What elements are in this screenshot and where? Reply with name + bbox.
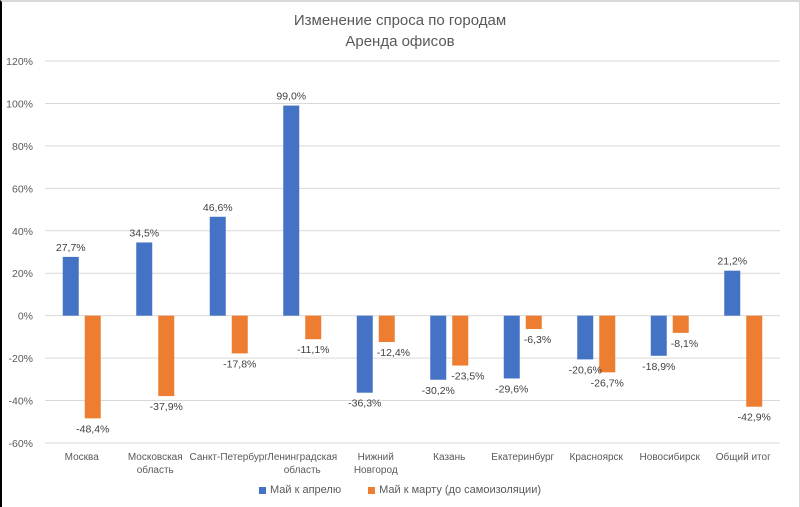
bar-may-vs-march xyxy=(158,315,175,397)
bar-may-vs-april xyxy=(356,315,373,393)
x-category-label: Московская xyxy=(128,452,183,463)
data-label-may-vs-march: -12,4% xyxy=(377,347,410,359)
y-tick-label: 120% xyxy=(6,56,33,68)
data-label-may-vs-march: -37,9% xyxy=(150,401,183,413)
data-label-may-vs-march: -42,9% xyxy=(738,412,771,424)
y-tick-label: 40% xyxy=(12,226,33,238)
legend-swatch-orange xyxy=(368,486,376,494)
x-category-label: Москва xyxy=(65,452,100,463)
x-category-label: Общий итог xyxy=(716,451,771,463)
data-label-may-vs-april: -36,3% xyxy=(348,398,381,410)
data-label-may-vs-march: -6,3% xyxy=(524,334,551,346)
y-tick-label: 20% xyxy=(12,268,33,280)
x-category-label: Красноярск xyxy=(570,452,624,463)
bar-may-vs-march xyxy=(378,315,395,342)
bar-may-vs-april xyxy=(577,315,594,360)
x-category-label: Санкт-Петербург xyxy=(190,451,269,463)
x-category-label: Новосибирск xyxy=(640,451,701,463)
data-label-may-vs-april: -30,2% xyxy=(422,385,455,397)
x-category-label: Ленинградская xyxy=(267,452,337,463)
y-tick-label: -60% xyxy=(8,438,33,450)
data-label-may-vs-march: -8,1% xyxy=(671,338,698,350)
data-labels: 27,7% 34,5% 46,6% 99,0% -36,3% -30,2% -29,6% -2… xyxy=(56,91,771,436)
x-category-label: Нижний xyxy=(358,452,394,463)
data-label-may-vs-april: 21,2% xyxy=(717,256,747,268)
data-label-may-vs-april: -20,6% xyxy=(569,364,602,376)
data-label-may-vs-march: -23,5% xyxy=(451,371,484,383)
bar-may-vs-march xyxy=(672,315,689,333)
data-label-may-vs-march: -11,1% xyxy=(297,344,330,356)
chart-subtitle: Аренда офисов xyxy=(345,33,455,50)
data-label-may-vs-march: -26,7% xyxy=(591,377,624,389)
y-tick-label: -20% xyxy=(8,353,33,365)
data-label-may-vs-april: -18,9% xyxy=(642,361,675,373)
bar-may-vs-march xyxy=(305,315,322,340)
bars xyxy=(62,105,763,419)
legend-item-may-vs-april[interactable]: Май к апрелю xyxy=(258,484,342,496)
x-category-label: область xyxy=(284,464,321,476)
data-label-may-vs-march: -17,8% xyxy=(223,358,256,370)
legend-label: Май к апрелю xyxy=(269,484,342,496)
bar-may-vs-march xyxy=(84,315,101,419)
data-label-may-vs-april: 34,5% xyxy=(129,227,159,239)
bar-may-vs-march xyxy=(746,315,763,407)
legend-swatch-blue xyxy=(258,486,266,494)
bar-may-vs-april xyxy=(650,315,667,356)
bar-may-vs-march xyxy=(525,315,542,330)
y-tick-label: 80% xyxy=(12,141,33,153)
y-tick-label: 100% xyxy=(6,98,33,110)
bar-may-vs-march xyxy=(452,315,469,366)
bar-may-vs-march xyxy=(599,315,616,373)
bar-may-vs-march xyxy=(231,315,248,354)
bar-may-vs-april xyxy=(724,270,741,316)
bar-may-vs-april xyxy=(136,242,153,316)
data-label-may-vs-april: 99,0% xyxy=(276,91,306,103)
data-label-may-vs-april: 46,6% xyxy=(203,202,233,214)
bar-may-vs-april xyxy=(62,256,79,316)
y-axis: 120% 100% 80% 60% 40% 20% 0% -20% -40% -60% xyxy=(6,56,33,450)
x-category-label: Екатеринбург xyxy=(491,451,554,463)
data-label-may-vs-april: -29,6% xyxy=(495,383,528,395)
y-tick-label: -40% xyxy=(8,396,33,408)
bar-may-vs-april xyxy=(430,315,447,380)
data-label-may-vs-april: 27,7% xyxy=(56,242,86,254)
chart-title: Изменение спроса по городам xyxy=(293,12,507,29)
bar-may-vs-april xyxy=(209,216,226,316)
gridlines xyxy=(45,60,780,444)
legend-item-may-vs-march[interactable]: Май к марту (до самоизоляции) xyxy=(368,484,541,496)
bar-may-vs-april xyxy=(503,315,520,379)
chart-title-block: Изменение спроса по городам Аренда офисо… xyxy=(0,10,800,52)
y-tick-label: 0% xyxy=(18,311,33,323)
legend-label: Май к марту (до самоизоляции) xyxy=(379,484,542,496)
x-category-label: Новгород xyxy=(354,465,398,476)
bar-may-vs-april xyxy=(283,105,300,316)
x-category-label: Казань xyxy=(433,452,465,463)
data-label-may-vs-march: -48,4% xyxy=(76,423,109,435)
y-tick-label: 60% xyxy=(12,183,33,195)
legend: Май к апрелю Май к марту (до самоизоляци… xyxy=(0,484,800,497)
x-category-label: область xyxy=(137,464,174,476)
